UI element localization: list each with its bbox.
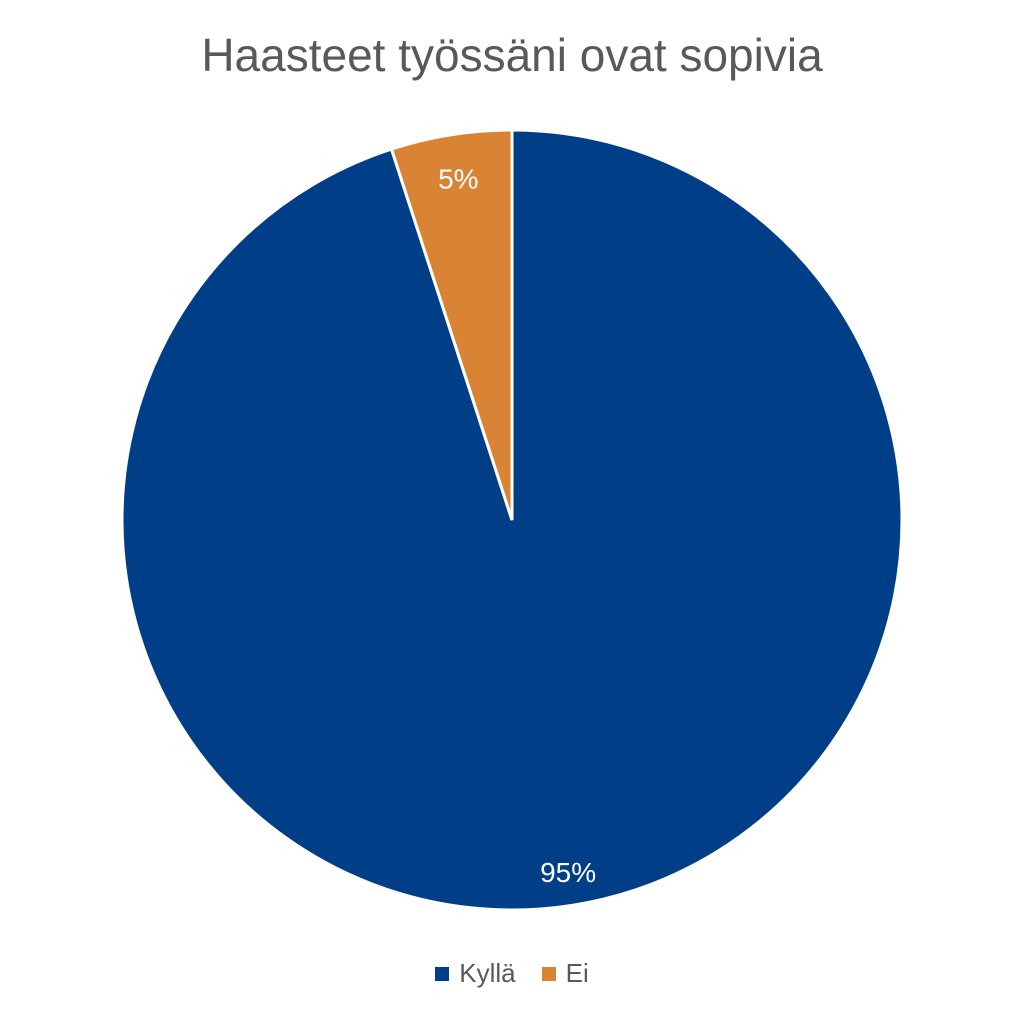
legend-item-kylla: Kyllä	[435, 958, 516, 989]
chart-title: Haasteet työssäni ovat sopivia	[201, 29, 823, 81]
pie-slice-1	[389, 128, 514, 521]
pie-data-label-1: 5%	[438, 163, 478, 194]
legend-swatch-ei	[541, 966, 556, 981]
pie-data-label-0: 95%	[540, 857, 596, 888]
legend-label-ei: Ei	[565, 958, 589, 988]
legend-item-ei: Ei	[541, 958, 589, 989]
legend-label-kylla: Kyllä	[459, 958, 516, 988]
chart-legend: Kyllä Ei	[0, 958, 1024, 989]
pie-slices	[120, 128, 904, 912]
legend-swatch-kylla	[435, 966, 450, 981]
pie-data-labels: 95% 5%	[438, 163, 596, 887]
